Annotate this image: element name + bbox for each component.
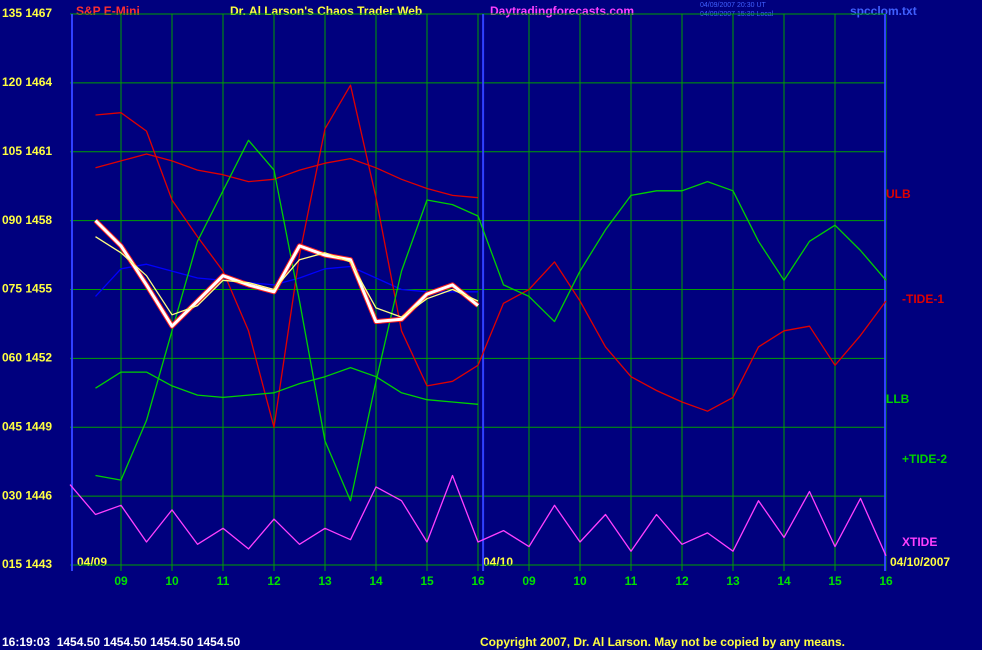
legend-label: XTIDE [902,535,937,549]
y-tick-label: 120 1464 [2,75,52,89]
quote: 16:19:03 1454.50 1454.50 1454.50 1454.50 [2,635,241,649]
y-tick-label: 060 1452 [2,351,52,365]
series-line [94,219,479,328]
subtitle: S&P E-Mini [76,4,140,18]
date-label: 04/10 [483,555,513,569]
series-line [95,366,479,405]
x-tick-label: 12 [675,574,689,588]
y-tick-label: 015 1443 [2,557,52,571]
x-tick-label: 14 [777,574,791,588]
x-tick-label: 09 [522,574,536,588]
y-tick-label: 075 1455 [2,282,52,296]
x-tick-label: 09 [114,574,128,588]
series-line [95,153,479,199]
x-tick-label: 15 [828,574,842,588]
x-tick-label: 16 [879,574,893,588]
x-tick-label: 12 [267,574,281,588]
x-tick-label: 10 [573,574,587,588]
x-tick-label: 13 [726,574,740,588]
x-tick-label: 11 [217,574,230,588]
y-tick-label: 045 1449 [2,419,52,433]
series-line [95,263,478,297]
timestamp: 04/09/2007 20:30 UT [700,2,766,9]
file-name: spcclom.txt [850,4,917,18]
series-line [95,236,479,318]
date-label: 04/10/2007 [890,555,950,569]
series-line [69,474,887,557]
x-tick-label: 10 [165,574,179,588]
copyright: Copyright 2007, Dr. Al Larson. May not b… [480,635,845,649]
y-tick-label: 135 1467 [2,6,52,20]
x-tick-label: 16 [471,574,485,588]
chart-title: Dr. Al Larson's Chaos Trader Web [230,4,422,18]
x-tick-label: 14 [369,574,383,588]
date-label: 04/09 [77,555,107,569]
y-tick-label: 090 1458 [2,213,52,227]
y-tick-label: 105 1461 [2,144,52,158]
x-tick-label: 15 [420,574,434,588]
legend-label: LLB [886,392,910,406]
x-tick-label: 13 [318,574,332,588]
x-tick-label: 11 [625,574,638,588]
series-line [95,139,887,502]
site: Daytradingforecasts.com [490,4,634,18]
legend-label: ULB [886,187,911,201]
legend-label: +TIDE-2 [902,452,947,466]
y-tick-label: 030 1446 [2,488,52,502]
legend-label: -TIDE-1 [902,292,944,306]
